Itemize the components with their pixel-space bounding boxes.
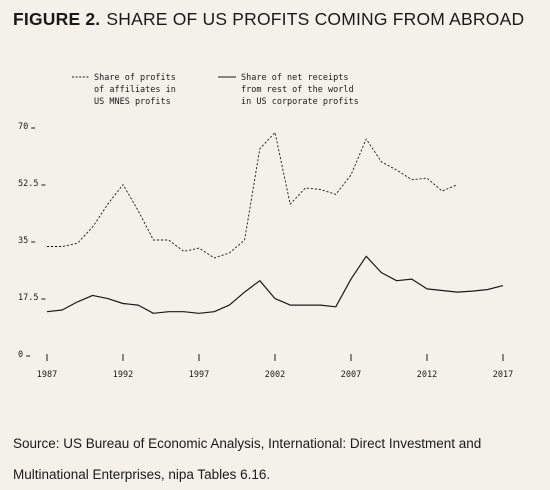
legend-label: of affiliates in [94,85,176,95]
legend-label: from rest of the world [241,85,354,95]
figure-title: FIGURE 2. SHARE OF US PROFITS COMING FROM… [13,9,524,30]
figure-label: FIGURE 2. [13,9,101,29]
x-tick-label: 2017 [493,370,513,380]
x-tick-label: 2002 [265,370,285,380]
y-tick-label: 70 [18,122,28,132]
figure-name: SHARE OF US PROFITS COMING FROM ABROAD [106,9,525,29]
y-tick-label: 52.5 [18,179,38,189]
chart-axes: 0 17.5 35 52.5 70 1987 1992 1997 2002 2007 2012 201… [18,122,513,380]
chart-lines [46,132,504,314]
legend-label: Share of net receipts [241,73,348,83]
series-net-receipts-share-line [46,255,504,314]
source-note: Source: US Bureau of Economic Analysis, … [13,436,482,482]
y-tick-label: 17.5 [18,293,38,303]
y-tick-label: 0 [18,350,23,360]
line-chart: Share of profits of affiliates in US MNES … [18,73,513,380]
y-tick-label: 35 [18,236,28,246]
x-tick-label: 1987 [37,370,57,380]
legend-label: US MNES profits [94,97,171,107]
x-tick-label: 2007 [341,370,361,380]
x-tick-label: 1997 [189,370,209,380]
x-tick-label: 1992 [113,370,133,380]
series-affiliates-share-line [47,132,458,259]
legend-label: in US corporate profits [241,97,359,107]
x-tick-label: 2012 [417,370,437,380]
chart-legend: Share of profits of affiliates in US MNES … [72,73,359,107]
legend-label: Share of profits [94,73,176,83]
